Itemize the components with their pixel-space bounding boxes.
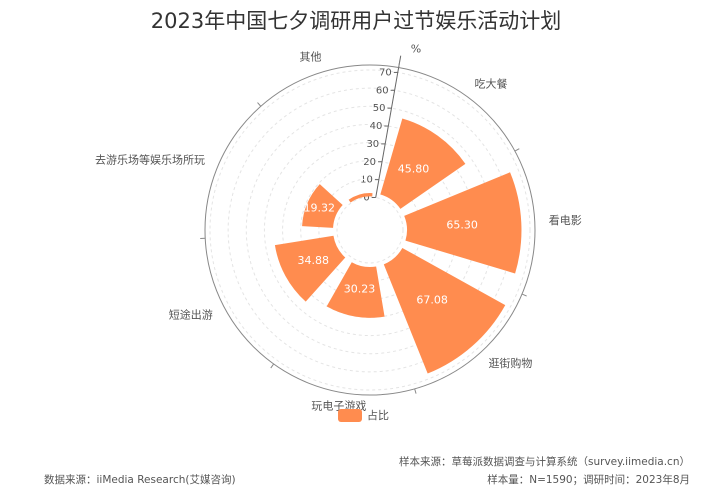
category-label: 其他 xyxy=(300,51,322,64)
angle-tick xyxy=(270,363,275,369)
sample-source: 样本来源：草莓派数据调查与计算系统（survey.iimedia.cn） xyxy=(399,455,690,468)
outer-circle xyxy=(204,64,536,396)
bar xyxy=(302,184,343,228)
y-tick-label: 40 xyxy=(370,121,383,132)
bar xyxy=(348,193,373,203)
category-label: 看电影 xyxy=(549,213,582,227)
bar xyxy=(380,118,466,209)
y-tick-label: 30 xyxy=(366,139,379,150)
value-label: 30.23 xyxy=(344,283,376,296)
category-label: 短途出游 xyxy=(169,308,213,322)
y-tick-label: 70 xyxy=(379,67,392,78)
value-label: 34.88 xyxy=(297,254,329,267)
bar xyxy=(383,247,506,374)
sample-size: 样本量：N=1590；调研时间：2023年8月 xyxy=(487,473,690,486)
value-label: 19.32 xyxy=(304,202,336,215)
angle-tick xyxy=(257,102,262,107)
data-source: 数据来源：iiMedia Research(艾媒咨询) xyxy=(44,473,236,486)
y-tick-label: 10 xyxy=(360,175,373,186)
angle-tick xyxy=(398,62,401,68)
value-label: 67.08 xyxy=(416,293,448,306)
y-tick-label: 60 xyxy=(376,85,389,96)
angle-tick xyxy=(514,148,520,152)
y-axis-label: % xyxy=(411,43,421,56)
legend-label[interactable]: 占比 xyxy=(367,408,389,422)
angle-tick xyxy=(521,293,527,297)
grid-circle xyxy=(336,196,404,264)
category-label: 逛街购物 xyxy=(488,356,532,370)
value-label: 0.36 xyxy=(343,170,368,183)
bar xyxy=(274,235,346,302)
y-tick-label: 0 xyxy=(363,193,369,204)
y-axis xyxy=(375,55,402,198)
value-label: 45.80 xyxy=(398,162,430,175)
category-label: 去游乐场等娱乐场所玩 xyxy=(95,152,205,166)
chart-title: 2023年中国七夕调研用户过节娱乐活动计划 xyxy=(151,9,561,33)
y-tick-label: 50 xyxy=(373,103,386,114)
legend-swatch[interactable] xyxy=(338,409,362,422)
category-label: 吃大餐 xyxy=(474,77,507,91)
value-label: 65.30 xyxy=(446,218,478,231)
bar xyxy=(326,262,385,318)
y-tick-label: 20 xyxy=(363,157,376,168)
bar xyxy=(404,172,522,274)
grid-circle xyxy=(209,69,531,391)
angle-tick xyxy=(414,388,417,394)
